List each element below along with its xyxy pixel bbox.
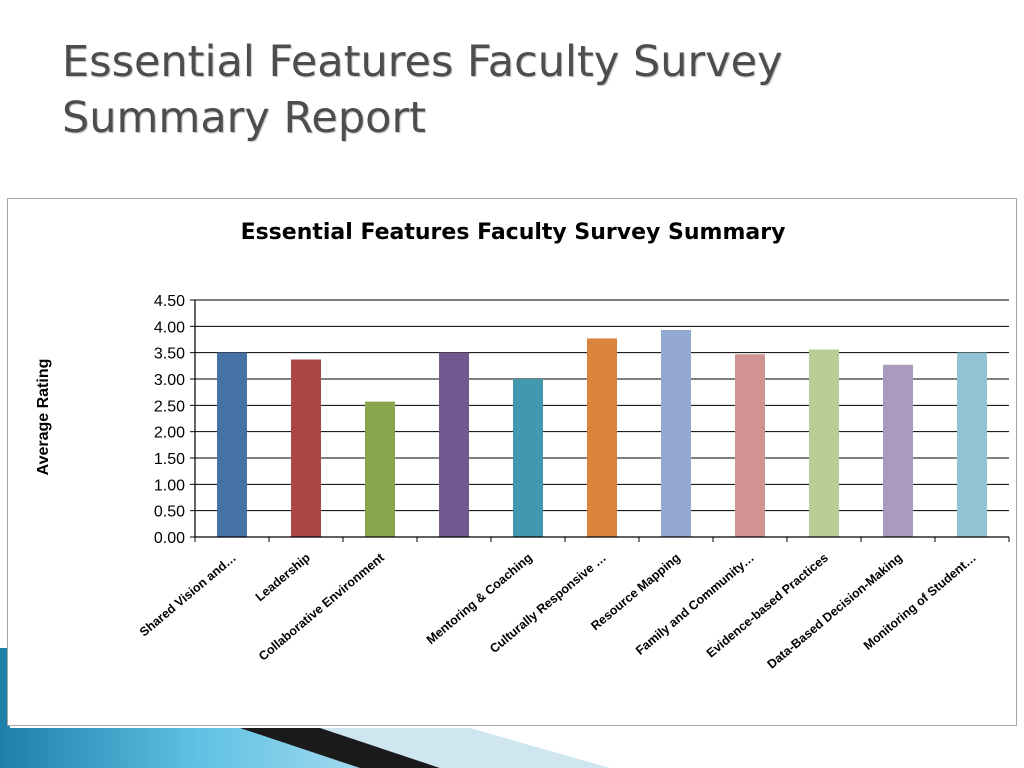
bar [587, 338, 617, 537]
x-tick-labels: Shared Vision and… LeadershipCollaborativ… [137, 550, 979, 672]
chart-title: Essential Features Faculty Survey Summar… [241, 220, 786, 245]
y-tick-label: 3.00 [154, 372, 185, 389]
bar [291, 359, 321, 537]
bar [439, 352, 469, 537]
bars [217, 330, 987, 537]
x-tick-label: Evidence-based Practices [704, 551, 831, 661]
bar [661, 330, 691, 537]
y-tick-label: 2.00 [154, 425, 185, 442]
x-tick-label: Shared Vision and… [137, 551, 239, 640]
slide-title: Essential Features Faculty Survey Summar… [62, 34, 783, 146]
bar [957, 352, 987, 537]
y-tick-label: 1.50 [154, 451, 185, 468]
y-tick-label: 4.50 [154, 293, 185, 310]
bar [735, 354, 765, 537]
slide-title-line1: Essential Features Faculty Survey [62, 37, 783, 87]
bar [365, 401, 395, 537]
x-tick-label: Collaborative Environment [256, 550, 387, 664]
y-tick-label: 0.50 [154, 504, 185, 521]
x-tick-label: Leadership [253, 550, 313, 604]
axes [194, 300, 1010, 542]
x-tick-label: Data-Based Decision-Making [764, 551, 904, 672]
y-tick-labels: 0.00 0.50 1.00 1.50 2.00 2.50 3.00 3.50 4.00 4.50 [154, 293, 185, 547]
footer-decoration [0, 648, 610, 768]
x-tick-label: Family and Community… [633, 551, 757, 658]
x-tick-label: Culturally Responsive … [487, 551, 609, 656]
y-tick-label: 2.50 [154, 398, 185, 415]
y-tick-label: 0.00 [154, 530, 185, 547]
y-tick-label: 4.00 [154, 319, 185, 336]
y-axis-label: Average Rating [35, 359, 52, 476]
chart-container: Essential Features Faculty Survey Summar… [7, 198, 1017, 726]
bar [513, 379, 543, 537]
y-tick-label: 3.50 [154, 346, 185, 363]
y-tick-label: 1.00 [154, 477, 185, 494]
bar-chart: Essential Features Faculty Survey Summar… [35, 220, 1010, 672]
slide-title-line2: Summary Report [62, 93, 427, 143]
bar [809, 349, 839, 537]
bar [217, 352, 247, 537]
bar [883, 364, 913, 537]
